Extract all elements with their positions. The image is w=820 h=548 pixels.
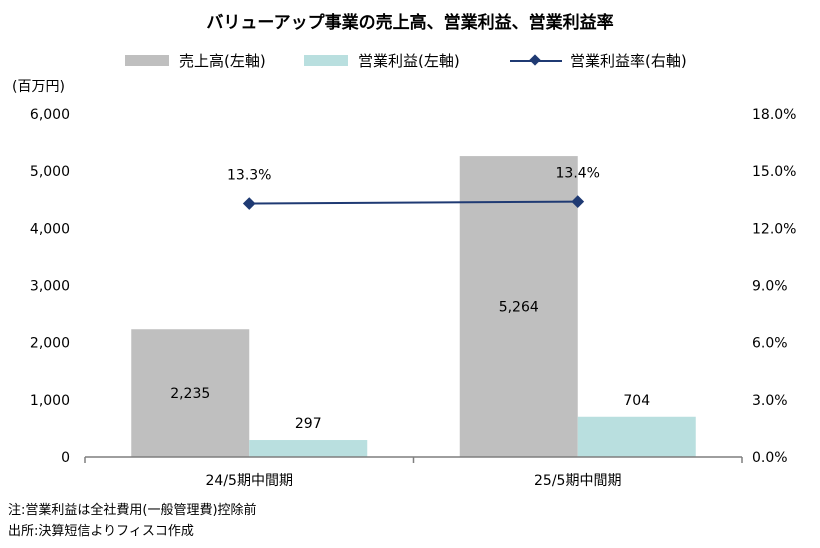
chart-notes: 注:営業利益は全社費用(一般管理費)控除前 出所:決算短信よりフィスコ作成 (8, 500, 257, 542)
y-left-tick-label: 6,000 (30, 107, 70, 123)
data-label-sales: 2,235 (170, 386, 210, 402)
bar-sales (131, 329, 250, 457)
bar-sales (459, 156, 578, 458)
x-tick-label: 25/5期中間期 (534, 473, 621, 489)
y-left-tick-label: 2,000 (30, 336, 70, 352)
chart-legend: 売上高(左軸) 営業利益(左軸) 営業利益率(右軸) (0, 50, 820, 72)
data-label-sales: 5,264 (499, 300, 539, 316)
legend-label-operating-margin: 営業利益率(右軸) (570, 52, 687, 70)
marker-operating-margin (242, 197, 256, 210)
y-right-tick-label: 18.0% (752, 107, 796, 123)
bar-operating-profit (577, 416, 696, 457)
legend-item-operating-margin: 営業利益率(右軸) (510, 50, 687, 71)
y-left-tick-label: 3,000 (30, 279, 70, 295)
y-right-tick-label: 6.0% (752, 336, 788, 352)
legend-swatch-operating-margin (510, 54, 562, 66)
y-right-tick-label: 12.0% (752, 221, 796, 237)
note-line: 注:営業利益は全社費用(一般管理費)控除前 (8, 503, 257, 518)
legend-label-operating-profit: 営業利益(左軸) (358, 52, 460, 70)
source-line: 出所:決算短信よりフィスコ作成 (8, 524, 194, 539)
legend-label-sales: 売上高(左軸) (179, 52, 266, 70)
legend-swatch-sales (125, 55, 169, 66)
data-label-operating-margin: 13.3% (227, 168, 271, 184)
y-right-tick-label: 9.0% (752, 279, 788, 295)
legend-swatch-operating-profit (304, 55, 348, 66)
y-left-tick-label: 4,000 (30, 221, 70, 237)
legend-item-sales: 売上高(左軸) (125, 50, 266, 71)
data-label-operating-margin: 13.4% (556, 166, 600, 182)
line-operating-margin (249, 200, 578, 205)
y-left-tick-label: 5,000 (30, 164, 70, 180)
y-axis-unit-label: (百万円) (12, 79, 65, 95)
chart-title: バリューアップ事業の売上高、営業利益、営業利益率 (206, 13, 614, 33)
y-left-tick-label: 0 (61, 450, 70, 466)
y-left-tick-label: 1,000 (30, 393, 70, 409)
legend-item-operating-profit: 営業利益(左軸) (304, 50, 460, 71)
x-tick-label: 24/5期中間期 (206, 473, 293, 489)
data-label-operating-profit: 297 (295, 416, 322, 432)
bar-operating-profit (249, 440, 368, 457)
y-right-tick-label: 0.0% (752, 450, 788, 466)
y-right-tick-label: 3.0% (752, 393, 788, 409)
data-label-operating-profit: 704 (623, 393, 650, 409)
y-right-tick-label: 15.0% (752, 164, 796, 180)
